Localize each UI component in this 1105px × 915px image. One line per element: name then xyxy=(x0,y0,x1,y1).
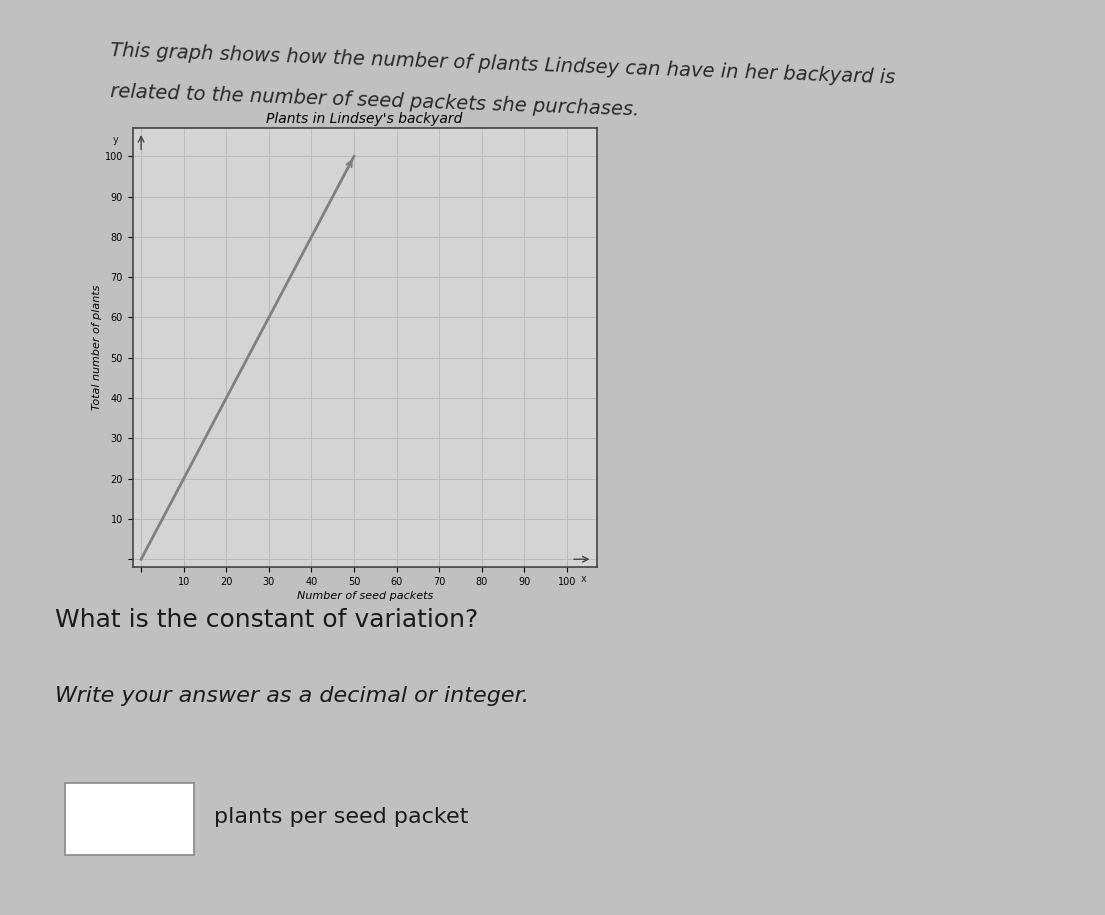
Text: x: x xyxy=(581,575,587,585)
Text: y: y xyxy=(113,135,118,145)
Text: Write your answer as a decimal or integer.: Write your answer as a decimal or intege… xyxy=(55,686,529,706)
X-axis label: Number of seed packets: Number of seed packets xyxy=(296,591,433,601)
Y-axis label: Total number of plants: Total number of plants xyxy=(92,285,102,411)
Text: plants per seed packet: plants per seed packet xyxy=(214,806,469,826)
Text: What is the constant of variation?: What is the constant of variation? xyxy=(55,608,478,632)
Text: related to the number of seed packets she purchases.: related to the number of seed packets sh… xyxy=(110,82,640,120)
Title: Plants in Lindsey's backyard: Plants in Lindsey's backyard xyxy=(266,112,463,125)
FancyBboxPatch shape xyxy=(65,783,194,855)
Text: This graph shows how the number of plants Lindsey can have in her backyard is: This graph shows how the number of plant… xyxy=(110,41,896,88)
